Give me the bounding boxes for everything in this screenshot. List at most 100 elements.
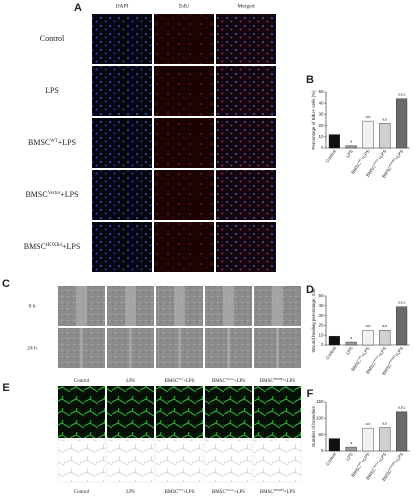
bar <box>396 98 408 149</box>
wound-gap <box>125 286 136 326</box>
label-part: LPS <box>345 149 354 159</box>
bar <box>345 341 357 346</box>
bar <box>345 446 357 452</box>
label-part: WT <box>357 354 363 360</box>
label-part: +LPS <box>394 149 404 161</box>
tube-image <box>205 386 252 438</box>
label-part: +LPS <box>234 379 246 384</box>
label-part: Control <box>74 379 90 384</box>
label-part: BMSC <box>350 358 362 372</box>
micrograph <box>216 222 276 272</box>
label-part: BMSC <box>28 138 50 147</box>
label-part: BMSC <box>350 464 362 478</box>
micrograph <box>154 222 214 272</box>
bar <box>328 438 340 452</box>
label-part: BMSC <box>260 379 275 384</box>
significance-label: a <box>350 336 352 340</box>
wound-gap <box>227 328 230 368</box>
label-part: +LPS <box>62 242 80 251</box>
micrograph <box>154 66 214 116</box>
label-part: WT <box>357 460 363 466</box>
significance-label: a,b <box>366 115 371 119</box>
label-part: LPS <box>345 452 354 462</box>
label-part: +LPS <box>377 346 387 358</box>
row-label: BMSCWT+LPS <box>28 138 76 147</box>
trace-image <box>106 439 155 483</box>
label-part: BMSC <box>350 161 362 175</box>
label-part: BMSC <box>365 361 377 375</box>
y-tick-label: 10 <box>318 134 324 139</box>
column-label: LPS <box>126 490 135 495</box>
panel-label: F <box>307 388 314 400</box>
micrograph <box>154 118 214 168</box>
micrograph <box>92 66 152 116</box>
row-label: BMSCHOXB4+LPS <box>24 242 81 251</box>
column-header: EdU <box>179 3 189 9</box>
y-tick-label: 40 <box>318 303 324 308</box>
label-part: BMSC <box>25 190 47 199</box>
label-part: Control <box>40 34 65 43</box>
label-part: BMSC <box>365 467 377 481</box>
bar <box>328 335 340 346</box>
significance-label: a,b <box>382 421 387 425</box>
tube-image <box>107 386 154 438</box>
label-part: Vector <box>226 377 234 381</box>
label-part: BMSC <box>381 362 393 376</box>
label-part: +LPS <box>183 379 195 384</box>
wound-gap <box>223 286 234 326</box>
bar <box>396 306 408 346</box>
y-tick-label: 30 <box>318 112 324 117</box>
label-part: Vector <box>372 157 380 166</box>
row-label: BMSCVector+LPS <box>25 190 78 199</box>
x-tick-label: BMSCHOXB4+LPS <box>380 345 404 376</box>
bar <box>362 427 374 452</box>
micrograph <box>216 118 276 168</box>
label-part: WT <box>178 488 183 492</box>
label-part: LPS <box>345 346 354 356</box>
label-part: +LPS <box>284 490 296 495</box>
column-label: BMSCHOXB4+LPS <box>260 377 296 384</box>
x-tick-label: BMSCWT+LPS <box>350 148 371 175</box>
y-tick-label: 30 <box>318 313 324 318</box>
bar <box>345 145 357 149</box>
label-part: BMSC <box>212 379 227 384</box>
micrograph <box>216 14 276 64</box>
bar <box>379 123 391 149</box>
micrograph <box>154 14 214 64</box>
micrograph <box>216 66 276 116</box>
label-part: HOXB4 <box>388 157 397 167</box>
column-label: BMSCHOXB4+LPS <box>260 488 296 495</box>
x-tick-label: Control <box>325 452 337 467</box>
column-label: BMSCWT+LPS <box>164 488 194 495</box>
column-label: BMSCVector+LPS <box>212 488 245 495</box>
micrograph <box>154 170 214 220</box>
x-tick-label: BMSCVector+LPS <box>364 345 387 374</box>
significance-label: a <box>350 140 352 144</box>
label-part: HOXB4 <box>46 243 63 248</box>
y-tick-label: 50 <box>318 432 324 437</box>
label-part: LPS <box>126 490 135 495</box>
y-tick-label: 10 <box>318 332 324 337</box>
row-label: 0 h <box>29 303 36 309</box>
tube-image <box>254 386 301 438</box>
bar <box>328 134 340 149</box>
label-part: +LPS <box>60 190 78 199</box>
bar <box>362 330 374 346</box>
label-part: Vector <box>48 191 61 196</box>
column-label: LPS <box>126 379 135 384</box>
label-part: +LPS <box>183 490 195 495</box>
bar <box>396 411 408 452</box>
x-tick-label: BMSCHOXB4+LPS <box>380 148 404 179</box>
label-part: BMSC <box>381 165 393 179</box>
y-axis-title: Percentage of EdU+ cells (%) <box>311 90 316 150</box>
x-tick-label: BMSCVector+LPS <box>364 148 387 177</box>
label-part: +LPS <box>284 379 296 384</box>
label-part: +LPS <box>58 138 76 147</box>
panel-label: E <box>2 382 9 394</box>
y-tick-label: 0 <box>321 145 324 150</box>
column-label: Control <box>74 490 90 495</box>
x-tick-label: LPS <box>345 346 354 356</box>
wound-gap <box>76 286 87 326</box>
